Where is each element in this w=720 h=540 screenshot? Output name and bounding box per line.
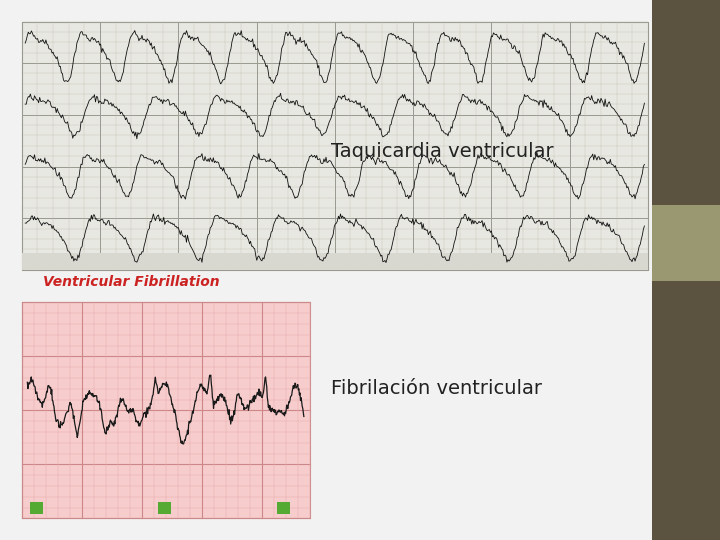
Bar [652,281,720,540]
Bar [22,22,648,270]
Bar [22,302,310,518]
Bar [277,502,290,514]
Text: Taquicardia ventricular: Taquicardia ventricular [331,141,554,161]
Bar [652,205,720,281]
Bar [652,0,720,205]
Bar [22,253,648,270]
Bar [158,502,171,514]
Text: Ventricular Fibrillation: Ventricular Fibrillation [42,275,220,289]
Bar [30,502,43,514]
Text: Fibrilación ventricular: Fibrilación ventricular [331,379,542,399]
